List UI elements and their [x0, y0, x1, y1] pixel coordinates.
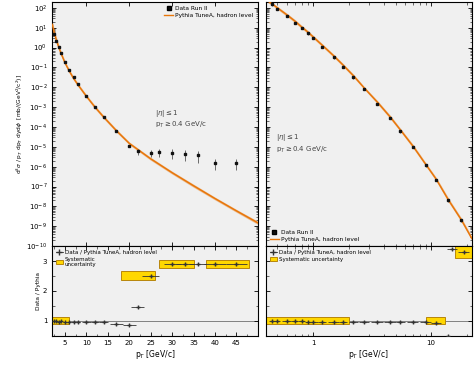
Y-axis label: Data / Pythia: Data / Pythia	[36, 272, 41, 310]
X-axis label: p$_T$ [GeV/c]: p$_T$ [GeV/c]	[348, 348, 389, 361]
Bar	[206, 260, 249, 268]
Y-axis label: d$^3\sigma$ / p$_T$ dp$_T$ dyd$\phi$  [mb/(GeV$^2$/c$^2$)]: d$^3\sigma$ / p$_T$ dp$_T$ dyd$\phi$ [mb…	[15, 74, 25, 174]
Text: |$\eta$|$\leq$1
p$_T$$\geq$0.4 GeV/c: |$\eta$|$\leq$1 p$_T$$\geq$0.4 GeV/c	[276, 132, 328, 155]
Legend: Data / Pythia TuneA, hadron level, Systematic
uncertainty: Data / Pythia TuneA, hadron level, Syste…	[55, 249, 158, 268]
Bar	[266, 317, 348, 324]
X-axis label: p$_T$ [GeV/c]: p$_T$ [GeV/c]	[135, 348, 175, 361]
Bar	[121, 272, 155, 280]
Text: |$\eta$|$\leq$1
p$_T$$\geq$0.4 GeV/c: |$\eta$|$\leq$1 p$_T$$\geq$0.4 GeV/c	[155, 108, 207, 130]
Legend: Data Run II, Pythia TuneA, hadron level: Data Run II, Pythia TuneA, hadron level	[163, 5, 255, 19]
Bar	[456, 246, 472, 258]
Legend: Data / Pythia TuneA, hadron level, Systematic uncertainty: Data / Pythia TuneA, hadron level, Syste…	[269, 249, 372, 263]
Bar	[52, 317, 69, 324]
Bar	[159, 260, 193, 268]
Bar	[426, 317, 445, 324]
Legend: Data Run II, Pythia TuneA, hadron level: Data Run II, Pythia TuneA, hadron level	[269, 229, 361, 243]
